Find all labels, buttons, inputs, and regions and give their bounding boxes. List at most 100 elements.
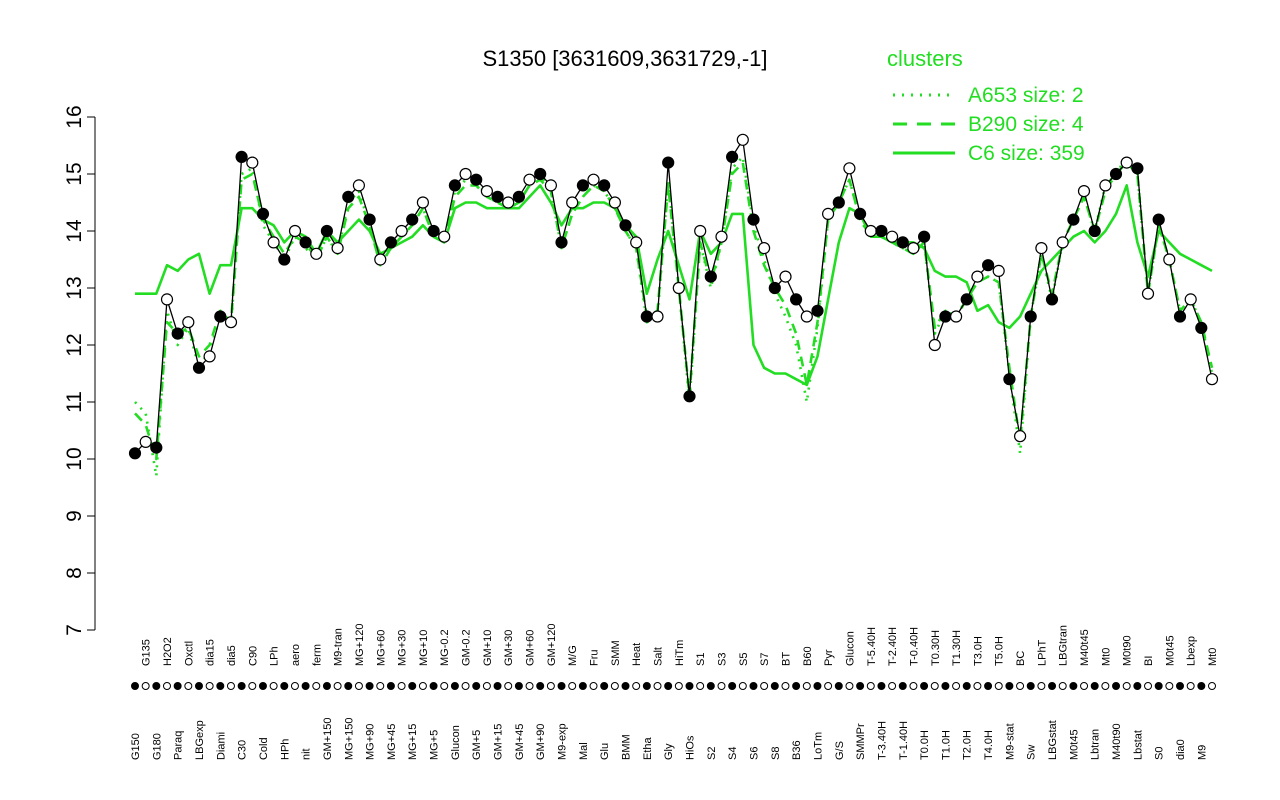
data-point <box>608 196 622 209</box>
data-point <box>1024 310 1037 323</box>
data-point <box>928 338 941 352</box>
data-point <box>502 196 515 209</box>
x-tick-marker <box>909 682 918 690</box>
data-point <box>725 150 739 163</box>
x-tick-label: LPh <box>269 646 281 666</box>
data-point <box>715 230 728 243</box>
x-tick-label: MG+90 <box>365 724 377 760</box>
data-point <box>949 310 963 323</box>
data-point <box>438 230 451 243</box>
x-tick-marker <box>408 682 417 690</box>
x-tick-label: B60 <box>802 646 814 666</box>
x-tick-marker <box>301 682 310 690</box>
x-tick-marker <box>1197 682 1206 690</box>
x-tick-marker <box>802 682 811 690</box>
data-point <box>672 281 685 295</box>
x-tick-label: Glu <box>599 743 611 760</box>
x-tick-label: LBGtran <box>1058 625 1070 666</box>
x-tick-label: Lbstat <box>1132 730 1144 760</box>
data-point <box>1120 156 1133 169</box>
x-tick-marker <box>600 682 609 690</box>
x-tick-marker <box>248 682 257 690</box>
x-tick-marker <box>568 682 577 690</box>
x-tick-marker <box>418 682 427 690</box>
x-tick-marker <box>312 682 321 690</box>
x-tick-marker <box>1154 682 1163 690</box>
data-point <box>320 224 333 238</box>
x-tick-marker <box>941 682 950 690</box>
x-tick-label: GM+150 <box>322 718 334 761</box>
series-line-3 <box>134 155 1214 478</box>
x-tick-label: SMM <box>610 640 622 666</box>
data-point <box>864 224 877 238</box>
x-tick-marker <box>653 682 662 690</box>
data-point <box>917 230 931 243</box>
x-tick-label: Diami <box>215 732 227 760</box>
x-tick-marker <box>898 682 907 690</box>
x-tick-marker <box>696 682 705 690</box>
x-tick-label: G/S <box>834 741 846 760</box>
x-tick-marker <box>536 682 545 690</box>
data-point <box>757 242 771 255</box>
x-tick-marker <box>525 682 534 690</box>
y-tick-label: 13 <box>63 276 86 299</box>
x-tick-marker <box>1186 682 1195 690</box>
x-tick-label: T-2.40H <box>887 627 899 666</box>
x-tick-marker <box>781 682 790 690</box>
data-point <box>992 264 1005 277</box>
x-tick-marker <box>621 682 630 690</box>
x-tick-label: B36 <box>791 740 803 760</box>
data-point <box>662 156 675 169</box>
x-tick-label: C90 <box>247 646 259 666</box>
x-tick-label: GM-0.2 <box>461 629 473 666</box>
data-point <box>800 310 813 323</box>
x-tick-label: T-3.40H <box>876 721 888 760</box>
data-point <box>1077 185 1091 198</box>
x-tick-label: M/G <box>567 645 579 666</box>
x-tick-marker <box>184 682 193 690</box>
x-tick-marker <box>760 682 769 690</box>
x-tick-marker <box>557 682 566 690</box>
series-line-2 <box>134 161 1214 461</box>
x-tick-marker <box>834 682 843 690</box>
x-tick-label: S0 <box>1154 747 1166 760</box>
x-tick-marker <box>1048 682 1057 690</box>
data-point <box>224 316 238 329</box>
data-point <box>416 196 429 209</box>
x-tick-marker <box>376 682 385 690</box>
y-tick-label: 15 <box>63 162 86 185</box>
data-point <box>150 441 163 454</box>
x-tick-label: T1.30H <box>951 630 963 666</box>
data-point <box>1013 430 1027 443</box>
data-point <box>811 304 824 317</box>
data-point <box>704 270 717 283</box>
x-tick-marker <box>450 682 459 690</box>
x-tick-label: GM+120 <box>546 624 558 667</box>
x-tick-marker <box>333 682 342 690</box>
x-tick-label: S1 <box>695 653 707 666</box>
x-tick-marker <box>504 682 513 690</box>
x-tick-marker <box>685 682 694 690</box>
y-tick-label: 8 <box>63 567 86 579</box>
data-point <box>747 213 760 226</box>
x-tick-marker <box>152 682 161 690</box>
x-tick-label: M9-stat <box>1004 723 1016 760</box>
data-point <box>971 270 984 283</box>
x-tick-label: GM+60 <box>525 630 537 666</box>
x-tick-marker <box>824 682 833 690</box>
x-tick-marker <box>461 682 470 690</box>
x-tick-marker <box>1176 682 1185 690</box>
x-tick-label: GM+10 <box>482 630 494 666</box>
x-tick-label: M9-exp <box>557 723 569 760</box>
x-tick-marker <box>440 682 449 690</box>
x-tick-marker <box>920 682 929 690</box>
x-tick-label: Glucon <box>844 631 856 666</box>
x-tick-label: ferm <box>311 644 323 666</box>
x-tick-marker <box>1058 682 1067 690</box>
x-tick-label: Oxctl <box>183 641 195 666</box>
x-tick-label: BT <box>780 652 792 666</box>
x-tick-marker <box>1165 682 1174 690</box>
x-tick-marker <box>472 682 481 690</box>
x-tick-label: S8 <box>770 747 782 760</box>
x-tick-marker <box>162 682 171 690</box>
